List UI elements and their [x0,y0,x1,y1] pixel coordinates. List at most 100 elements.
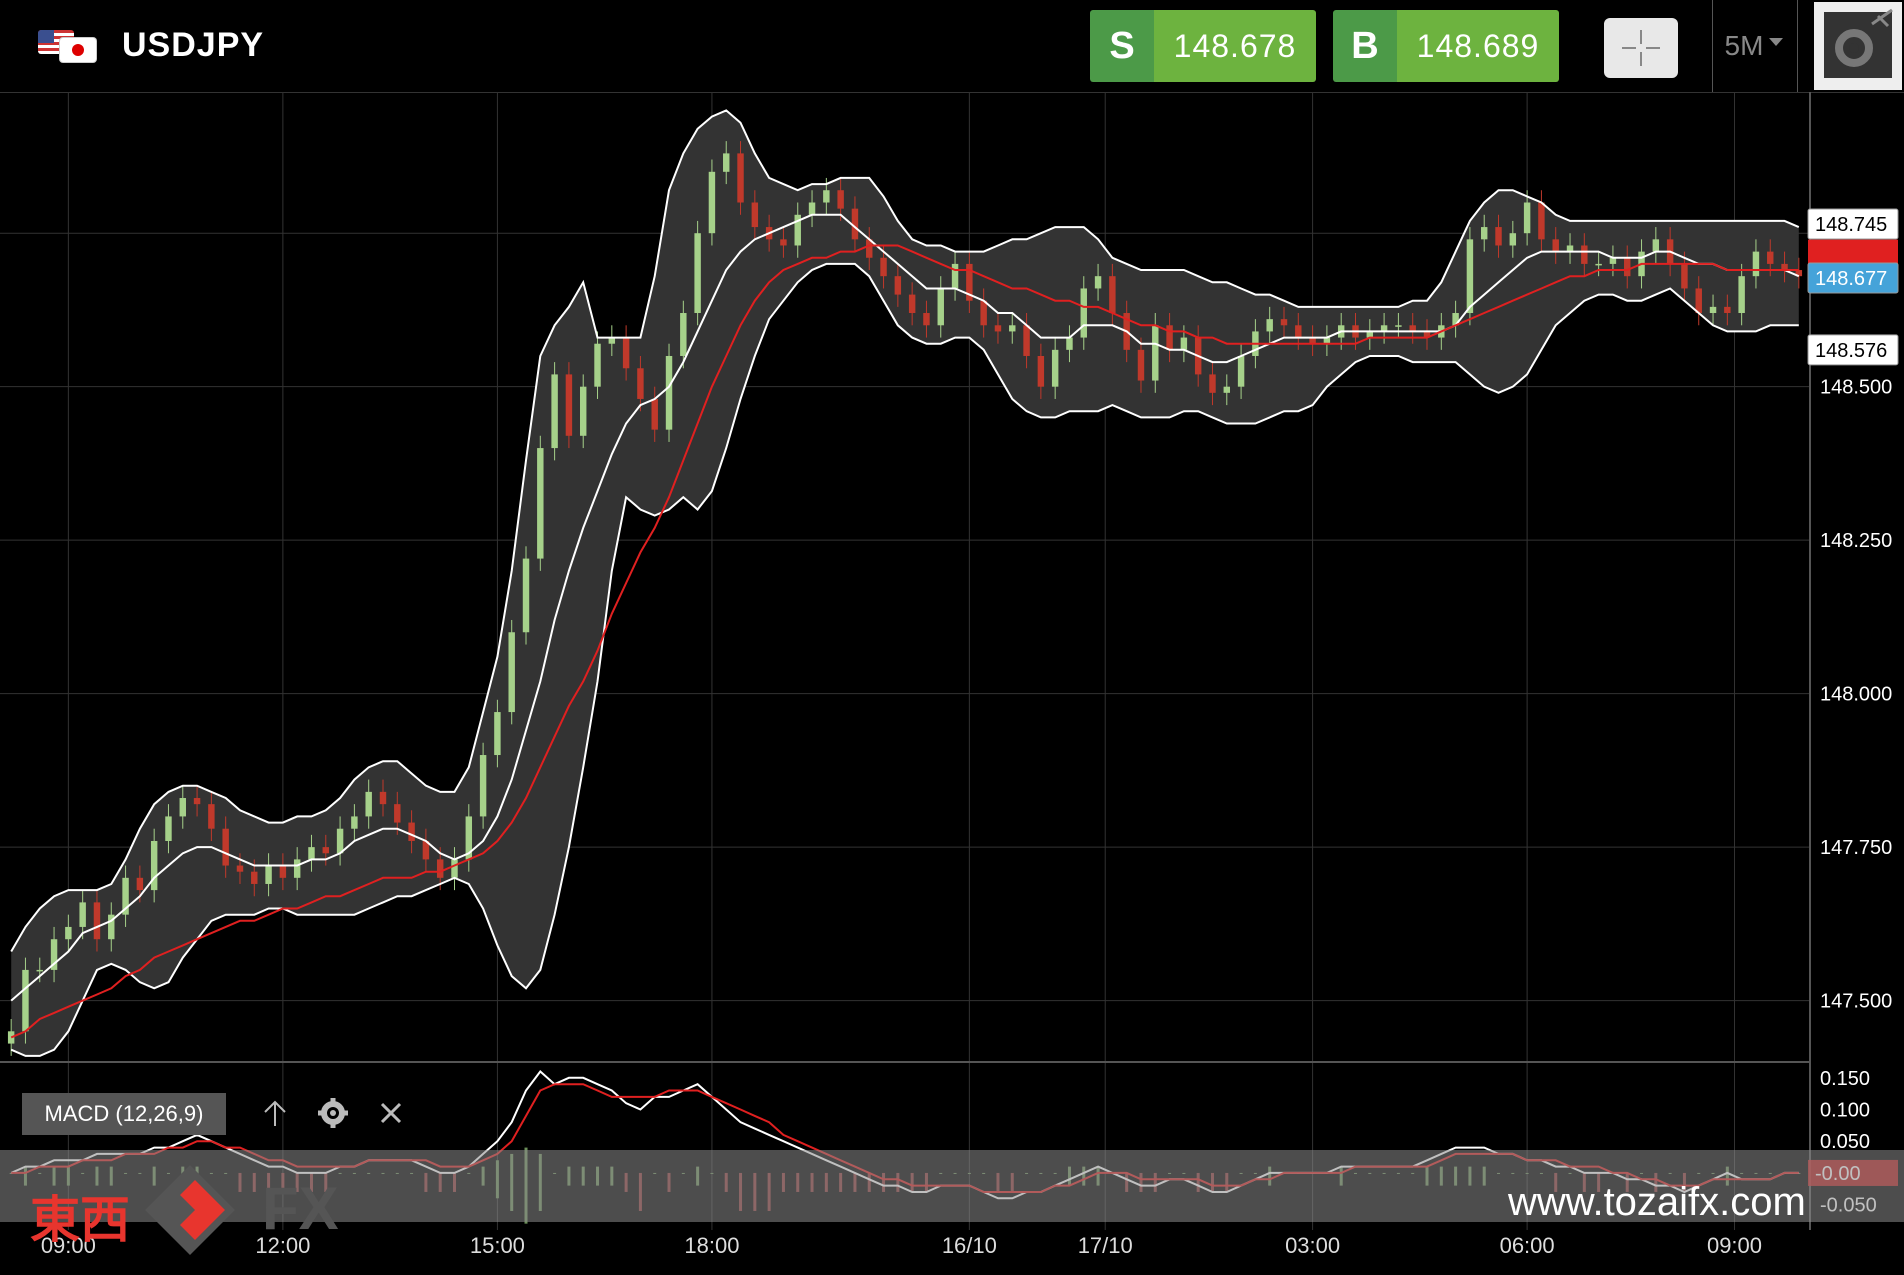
candle-body [1380,325,1388,332]
candle-body [1109,276,1116,314]
candle-body [322,847,330,854]
price-tick-label: 148.500 [1820,377,1892,399]
candle-body [866,239,873,258]
candle-body [494,712,501,756]
candle-body [1137,349,1145,381]
candle-body [823,190,830,203]
price-tick-label: 147.500 [1820,991,1892,1013]
current-price-tag-box [1807,262,1899,294]
time-tick-label: 12:00 [255,1233,310,1258]
candle-body [551,374,558,449]
candle-body [1309,337,1316,344]
toolbar: USDJPY S 148.678 B 148.689 5M [0,0,1904,93]
timeframe-selector[interactable]: 5M [1712,0,1798,92]
time-tick-label: 03:00 [1285,1233,1340,1258]
candle-body [1509,233,1517,246]
candle-body [665,355,673,430]
crosshair-button[interactable] [1604,18,1678,78]
buy-button[interactable]: B 148.689 [1333,10,1559,82]
sell-button[interactable]: S 148.678 [1090,10,1316,82]
candle-body [1452,313,1459,326]
time-tick-label: 16/10 [942,1233,997,1258]
candle-body [680,313,687,356]
candle-body [1681,263,1688,289]
close-icon[interactable] [376,1096,406,1138]
macd-indicator-label[interactable]: MACD (12,26,9) [22,1093,226,1135]
candle-body [308,847,315,860]
candle-body [1209,374,1216,393]
candle-body [1466,239,1474,314]
time-tick-label: 09:00 [41,1233,96,1258]
candle-body [1152,325,1159,381]
candle-body [1094,276,1102,289]
candle-body [1280,319,1288,326]
candle-body [265,865,272,884]
candle-body [1037,355,1045,387]
moving-average-line [10,244,1799,1039]
candle-body [608,337,616,344]
buy-label: B [1333,10,1397,82]
candle-body [894,276,902,295]
candle-body [1581,245,1588,264]
candle-body [1009,325,1016,332]
candle-body [165,816,172,841]
candle-body [751,202,759,228]
candle-body [293,859,301,878]
candle-body [1180,337,1188,350]
arrow-up-icon[interactable] [260,1096,290,1138]
candle-body [1423,331,1431,338]
bollinger-upper-line [10,109,1800,953]
chevron-down-icon [1769,38,1784,46]
candle-body [65,926,72,940]
candle-body [1709,306,1717,314]
price-tick-label: 147.750 [1820,837,1892,859]
price-tick-label: 148.000 [1820,684,1892,706]
watermark-fx: FX [262,1175,339,1242]
candle-body [279,865,287,878]
candle-body [966,263,973,301]
candle-body [508,632,515,713]
sell-label: S [1090,10,1154,82]
price-tick-label: 148.250 [1820,530,1892,552]
currency-pair-flags [38,30,96,64]
bollinger-lower-line [10,262,1799,1057]
candle-body [22,969,29,1032]
candle-body [1495,227,1502,246]
macd-tick-label: 0.100 [1820,1100,1870,1122]
bollinger-lower-price-tag-box [1807,334,1899,366]
candle-body [451,859,458,878]
candle-body [1409,325,1416,332]
candle-body [1051,349,1059,387]
bollinger-band-fill [11,110,1799,1056]
candle-body [1066,337,1073,350]
candle-body [1223,386,1231,393]
macd-tick-label: 0.150 [1820,1068,1870,1090]
bollinger-middle-line [10,213,1800,1002]
candle-body [236,865,244,872]
candle-body [1652,239,1660,252]
candle-body [1237,355,1245,387]
candle-body [794,214,801,246]
time-tick-label: 18:00 [684,1233,739,1258]
candle-body [79,902,86,927]
candle-body [208,804,215,829]
candle-body [908,294,916,314]
candle-body [1566,245,1574,252]
candle-body [880,257,887,277]
time-tick-label: 15:00 [470,1233,525,1258]
candle-body [1266,319,1273,332]
gear-icon [1824,8,1893,78]
settings-button[interactable] [1814,2,1902,90]
candle-body [1767,251,1774,264]
candle-body [1795,270,1803,277]
time-tick-label: 17/10 [1078,1233,1133,1258]
symbol-title[interactable]: USDJPY [122,26,265,64]
current-price-marker [1808,239,1898,264]
candle-body [1624,257,1631,277]
gear-icon[interactable] [316,1096,350,1138]
current-price-tag: 148.677 [1815,268,1887,290]
candle-body [951,263,959,289]
candle-body [808,202,816,215]
candle-body [622,337,630,369]
